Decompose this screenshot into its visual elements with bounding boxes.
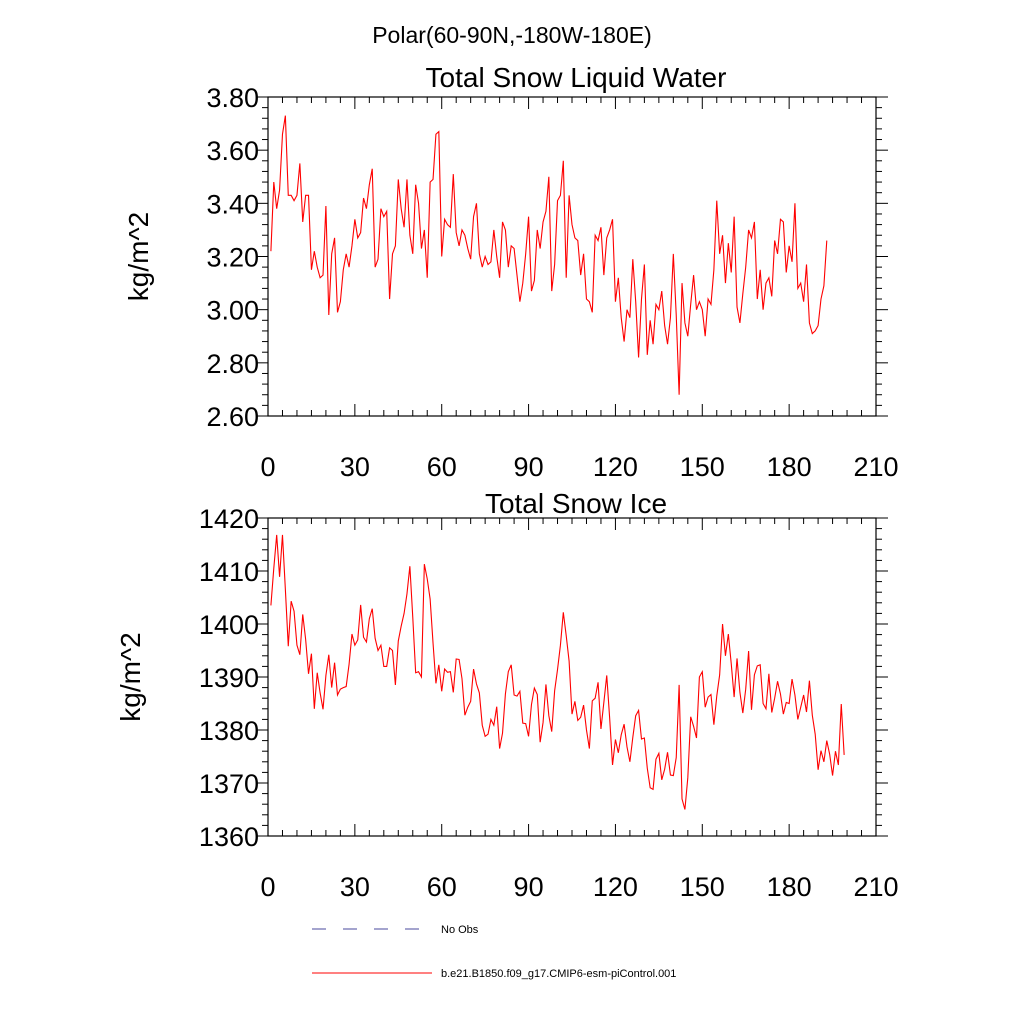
x-tick-label: 60	[427, 872, 457, 902]
x-tick-label: 30	[340, 452, 370, 482]
x-tick-label: 180	[767, 452, 812, 482]
y-tick-label: 1380	[199, 716, 259, 746]
y-tick-label: 3.40	[206, 189, 259, 219]
x-tick-label: 180	[767, 872, 812, 902]
series-line-model	[270, 534, 845, 810]
legend-label: No Obs	[441, 924, 479, 936]
x-tick-label: 60	[427, 452, 457, 482]
series-line-model	[270, 115, 828, 395]
figure-suptitle: Polar(60-90N,-180W-180E)	[372, 22, 652, 48]
chart-panel-1: Total Snow Liquid Water 0 30 60 90 120 150 180 2…	[123, 62, 899, 482]
y-axis-label: kg/m^2	[115, 632, 146, 721]
legend-entry: b.e21.B1850.f09_g17.CMIP6-esm-piControl.…	[312, 968, 676, 980]
x-tick-label: 90	[514, 872, 544, 902]
legend-label: b.e21.B1850.f09_g17.CMIP6-esm-piControl.…	[441, 968, 676, 980]
x-tick-label: 210	[853, 872, 898, 902]
x-tick-label: 120	[593, 872, 638, 902]
y-tick-label: 1370	[199, 769, 259, 799]
y-tick-label: 1410	[199, 557, 259, 587]
y-tick-label: 1390	[199, 663, 259, 693]
chart-title: Total Snow Liquid Water	[426, 62, 727, 93]
y-tick-label: 3.00	[206, 296, 259, 326]
y-axis-label: kg/m^2	[123, 212, 154, 301]
y-tick-label: 1400	[199, 610, 259, 640]
y-tick-label: 1360	[199, 822, 259, 852]
chart-panel-2: Total Snow Ice 0 30 60 90 120 150 180 210 1360 137…	[115, 488, 899, 902]
x-tick-label: 150	[680, 452, 725, 482]
y-tick-label: 3.60	[206, 136, 259, 166]
plot-frame	[267, 517, 877, 837]
y-tick-label: 1420	[199, 504, 259, 534]
y-tick-label: 3.20	[206, 243, 259, 273]
x-tick-label: 120	[593, 452, 638, 482]
x-tick-label: 30	[340, 872, 370, 902]
chart-panels: Total Snow Liquid Water 0 30 60 90 120 150 180 2…	[115, 62, 899, 902]
y-tick-label: 2.60	[206, 402, 259, 432]
x-tick-label: 0	[260, 872, 275, 902]
legend-entry: No Obs	[312, 924, 479, 936]
x-tick-label: 150	[680, 872, 725, 902]
legend: No Obs b.e21.B1850.f09_g17.CMIP6-esm-piCo…	[312, 924, 676, 980]
x-tick-label: 210	[853, 452, 898, 482]
chart-title: Total Snow Ice	[485, 488, 667, 519]
y-tick-label: 2.80	[206, 349, 259, 379]
x-tick-label: 90	[514, 452, 544, 482]
x-tick-label: 0	[260, 452, 275, 482]
y-tick-label: 3.80	[206, 83, 259, 113]
